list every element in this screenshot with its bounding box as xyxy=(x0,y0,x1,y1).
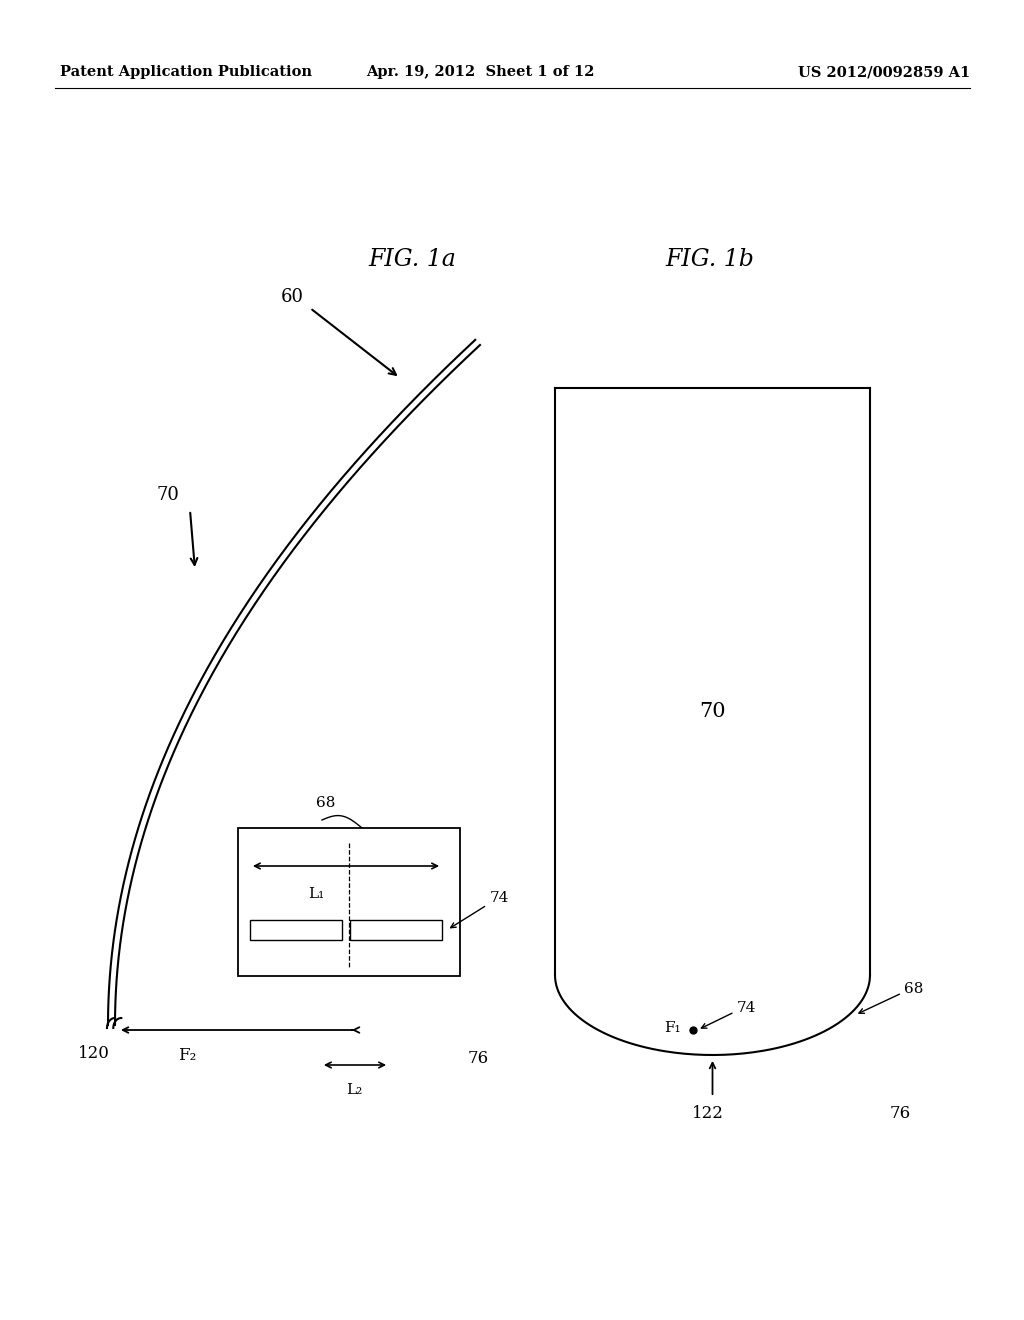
Text: F₁: F₁ xyxy=(664,1020,681,1035)
Bar xyxy=(350,920,442,940)
Bar xyxy=(250,920,342,940)
Bar xyxy=(238,828,460,975)
Text: Patent Application Publication: Patent Application Publication xyxy=(60,65,312,79)
Text: L₁: L₁ xyxy=(308,887,324,902)
Text: F₂: F₂ xyxy=(178,1047,197,1064)
Text: 60: 60 xyxy=(281,288,303,306)
Text: 74: 74 xyxy=(736,1001,756,1015)
Text: 120: 120 xyxy=(78,1045,110,1063)
Text: 74: 74 xyxy=(490,891,509,906)
Text: 122: 122 xyxy=(691,1105,723,1122)
Text: L₂: L₂ xyxy=(346,1082,362,1097)
Text: 76: 76 xyxy=(890,1105,911,1122)
Text: 70: 70 xyxy=(157,486,179,504)
Text: FIG. 1b: FIG. 1b xyxy=(665,248,754,271)
Text: US 2012/0092859 A1: US 2012/0092859 A1 xyxy=(798,65,970,79)
Text: 70: 70 xyxy=(699,702,726,721)
Text: FIG. 1a: FIG. 1a xyxy=(368,248,456,271)
Text: Apr. 19, 2012  Sheet 1 of 12: Apr. 19, 2012 Sheet 1 of 12 xyxy=(366,65,594,79)
Text: 68: 68 xyxy=(904,982,924,997)
Text: 68: 68 xyxy=(316,796,336,810)
Text: 76: 76 xyxy=(468,1049,489,1067)
